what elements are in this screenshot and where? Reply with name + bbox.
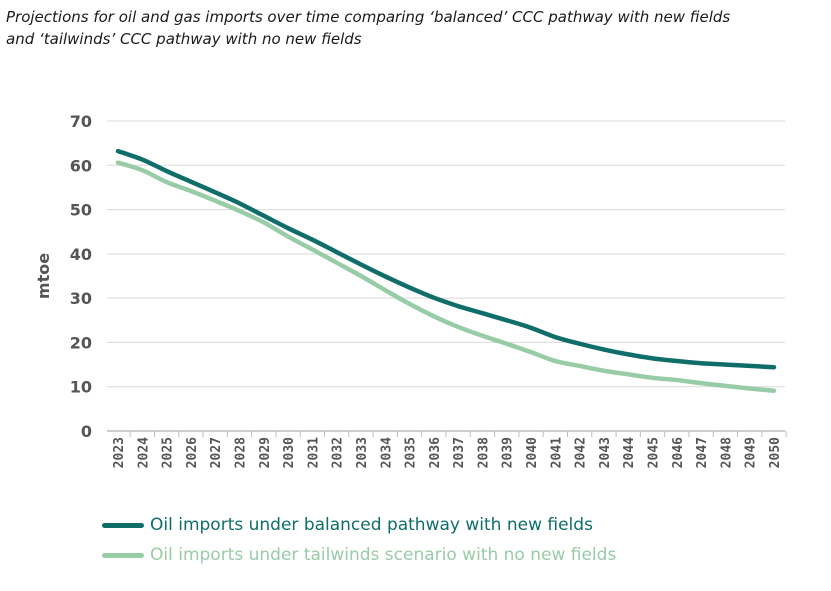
series-line-tailwinds (115, 160, 777, 393)
x-tick-label: 2036 (428, 437, 443, 468)
legend-label-tailwinds: Oil imports under tailwinds scenario wit… (150, 545, 617, 565)
y-tick-label: 60 (70, 156, 92, 175)
x-tick-label: 2035 (404, 437, 419, 468)
y-tick-label: 30 (70, 289, 92, 308)
x-tick-label: 2030 (282, 437, 297, 468)
x-tick-label: 2024 (136, 437, 151, 468)
x-tick-label: 2029 (258, 437, 273, 468)
x-tick-label: 2025 (161, 437, 176, 468)
y-axis-label: mtoe (34, 253, 53, 299)
x-tick-label: 2041 (549, 437, 564, 468)
x-tick-label: 2038 (476, 437, 491, 468)
y-tick-label: 20 (70, 333, 92, 352)
chart-title: Projections for oil and gas imports over… (6, 6, 821, 50)
x-tick-label: 2031 (306, 437, 321, 468)
y-tick-label: 0 (81, 422, 92, 441)
legend-label-balanced: Oil imports under balanced pathway with … (150, 515, 593, 535)
x-tick-label: 2032 (331, 437, 346, 468)
y-axis-ticks: 0 10 20 30 40 50 60 70 (70, 112, 92, 441)
x-tick-label: 2037 (452, 437, 467, 468)
y-tick-label: 50 (70, 201, 92, 220)
y-tick-label: 40 (70, 245, 92, 264)
x-tick-label: 2033 (355, 437, 370, 468)
x-axis-ticks: 2023 2024 2025 2026 2027 2028 2029 2030 2031 2032… (112, 431, 787, 468)
x-tick-label: 2034 (379, 437, 394, 468)
chart-title-line-1: Projections for oil and gas imports over… (6, 8, 731, 26)
y-tick-label: 70 (70, 112, 92, 131)
x-tick-label: 2023 (112, 437, 127, 468)
x-tick-label: 2027 (209, 437, 224, 468)
x-tick-label: 2045 (647, 437, 662, 468)
x-tick-label: 2048 (719, 437, 734, 468)
chart-title-line-2: and ‘tailwinds’ CCC pathway with no new … (6, 30, 362, 48)
x-tick-label: 2040 (525, 437, 540, 468)
x-tick-label: 2043 (598, 437, 613, 468)
x-tick-label: 2050 (768, 437, 783, 468)
legend-item-balanced: Oil imports under balanced pathway with … (102, 510, 802, 540)
x-tick-label: 2047 (695, 437, 710, 468)
x-tick-label: 2042 (574, 437, 589, 468)
legend-swatch-tailwinds (102, 552, 144, 558)
x-tick-label: 2039 (501, 437, 516, 468)
legend: Oil imports under balanced pathway with … (102, 510, 802, 570)
x-tick-label: 2028 (233, 437, 248, 468)
y-tick-label: 10 (70, 378, 92, 397)
series-lines (115, 148, 777, 393)
x-tick-label: 2026 (185, 437, 200, 468)
x-tick-label: 2044 (622, 437, 637, 468)
legend-swatch-balanced (102, 522, 144, 528)
gridlines (107, 120, 785, 432)
x-tick-label: 2049 (744, 437, 759, 468)
series-line-balanced (115, 148, 777, 370)
x-tick-label: 2046 (671, 437, 686, 468)
legend-item-tailwinds: Oil imports under tailwinds scenario wit… (102, 540, 802, 570)
